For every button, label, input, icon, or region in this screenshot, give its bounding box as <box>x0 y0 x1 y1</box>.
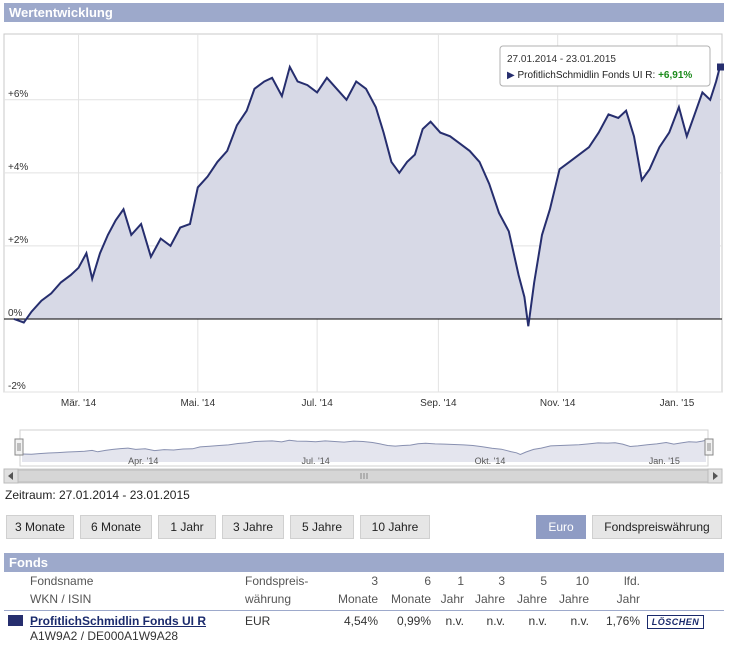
series-line <box>13 64 721 327</box>
delete-button[interactable]: LÖSCHEN <box>647 615 704 629</box>
value-3y: n.v. <box>486 614 505 628</box>
col-header-currency-2: währung <box>245 592 292 606</box>
navigator-handle-left[interactable] <box>14 438 24 456</box>
y-tick-label: 0% <box>8 308 23 319</box>
period-label: Zeitraum: 27.01.2014 - 23.01.2015 <box>5 488 190 502</box>
series-end-marker[interactable] <box>717 63 724 71</box>
col-header-6m-top: 6 <box>424 574 431 588</box>
value-5y: n.v. <box>528 614 547 628</box>
value-6m: 0,99% <box>396 614 431 628</box>
chevron-left-icon <box>8 472 13 480</box>
col-header-1y-top: 1 <box>457 574 464 588</box>
x-tick-label: Jul. '14 <box>301 398 333 409</box>
value-ytd: 1,76% <box>605 614 640 628</box>
tooltip-box <box>499 45 711 87</box>
range-button-6m[interactable]: 6 Monate <box>80 515 152 539</box>
col-header-ytd-bottom: Jahr <box>616 592 640 606</box>
y-tick-label: +4% <box>8 162 28 173</box>
navigator[interactable]: Apr. '14 Jul. '14 Okt. '14 Jan. '15 <box>14 429 714 467</box>
y-tick-label: +2% <box>8 235 28 246</box>
currency-button-euro[interactable]: Euro <box>536 515 586 539</box>
range-button-10y[interactable]: 10 Jahre <box>360 515 430 539</box>
fund-currency: EUR <box>245 614 271 628</box>
navigator-tick-labels: Apr. '14 Jul. '14 Okt. '14 Jan. '15 <box>128 456 680 466</box>
y-tick-label: +6% <box>8 89 28 100</box>
x-tick-labels: Mär. '14 Mai. '14 Jul. '14 Sep. '14 Nov. '14… <box>61 398 695 409</box>
col-header-6m-bottom: Monate <box>390 592 431 606</box>
navigator-line <box>21 439 707 455</box>
tooltip-fund-label: ProfitlichSchmidlin Fonds UI R: <box>517 70 655 81</box>
range-button-1y[interactable]: 1 Jahr <box>158 515 216 539</box>
table-row: ProfitlichSchmidlin Fonds UI R <box>30 614 206 628</box>
fund-ids: A1W9A2 / DE000A1W9A28 <box>30 629 179 643</box>
col-header-5y-bottom: Jahre <box>516 592 547 606</box>
fund-color-swatch <box>8 615 23 626</box>
scrollbar-thumb[interactable] <box>17 469 709 483</box>
x-tick-label: Mär. '14 <box>61 398 97 409</box>
col-header-isin: WKN / ISIN <box>30 592 92 606</box>
tooltip: 27.01.2014 - 23.01.2015 ▶ ProfitlichSchm… <box>499 45 711 87</box>
fund-name-link[interactable]: ProfitlichSchmidlin Fonds UI R <box>30 614 207 628</box>
fonds-section-title: Fonds <box>9 555 48 570</box>
navigator-area <box>22 440 706 462</box>
col-header-1y-bottom: Jahr <box>440 592 464 606</box>
navigator-tick-label: Jan. '15 <box>649 456 680 466</box>
col-header-3m-bottom: Monate <box>337 592 378 606</box>
tooltip-series: ▶ ProfitlichSchmidlin Fonds UI R: +6,91% <box>507 70 692 81</box>
x-tick-label: Nov. '14 <box>540 398 576 409</box>
value-1y: n.v. <box>445 614 464 628</box>
value-10y: n.v. <box>570 614 589 628</box>
tooltip-arrow-icon: ▶ <box>507 70 517 81</box>
col-header-name: Fondsname <box>30 574 94 588</box>
range-button-3y[interactable]: 3 Jahre <box>222 515 284 539</box>
tooltip-value: +6,91% <box>658 70 692 81</box>
series-area <box>14 66 720 327</box>
table-separator <box>4 610 724 611</box>
value-3m: 4,54% <box>343 614 378 628</box>
section-header-wertentwicklung: Wertentwicklung <box>4 3 724 22</box>
col-header-10y-bottom: Jahre <box>558 592 589 606</box>
col-header-3y-top: 3 <box>498 574 505 588</box>
col-header-ytd-top: lfd. <box>623 574 640 588</box>
scrollbar[interactable] <box>3 468 723 484</box>
navigator-tick-label: Okt. '14 <box>475 456 506 466</box>
section-title: Wertentwicklung <box>9 5 113 20</box>
navigator-tick-label: Jul. '14 <box>302 456 330 466</box>
currency-button-fund[interactable]: Fondspreiswährung <box>592 515 722 539</box>
range-button-3m[interactable]: 3 Monate <box>6 515 74 539</box>
col-header-3m-top: 3 <box>371 574 378 588</box>
chevron-right-icon <box>713 472 718 480</box>
x-tick-label: Mai. '14 <box>180 398 215 409</box>
x-tick-label: Jan. '15 <box>660 398 695 409</box>
section-header-fonds: Fonds <box>4 553 724 572</box>
range-button-5y[interactable]: 5 Jahre <box>290 515 354 539</box>
y-tick-labels: +6% +4% +2% 0% -2% <box>8 89 28 392</box>
tooltip-range: 27.01.2014 - 23.01.2015 <box>507 54 616 65</box>
col-header-10y-top: 10 <box>575 574 589 588</box>
col-header-3y-bottom: Jahre <box>474 592 505 606</box>
y-tick-label: -2% <box>8 381 26 392</box>
col-header-currency-1: Fondspreis- <box>245 574 309 588</box>
x-tick-label: Sep. '14 <box>420 398 457 409</box>
col-header-5y-top: 5 <box>540 574 547 588</box>
navigator-handle-right[interactable] <box>704 438 714 456</box>
navigator-tick-label: Apr. '14 <box>128 456 158 466</box>
performance-chart: +6% +4% +2% 0% -2% Mär. '14 Mai. '14 Jul. '14 S… <box>3 33 724 484</box>
